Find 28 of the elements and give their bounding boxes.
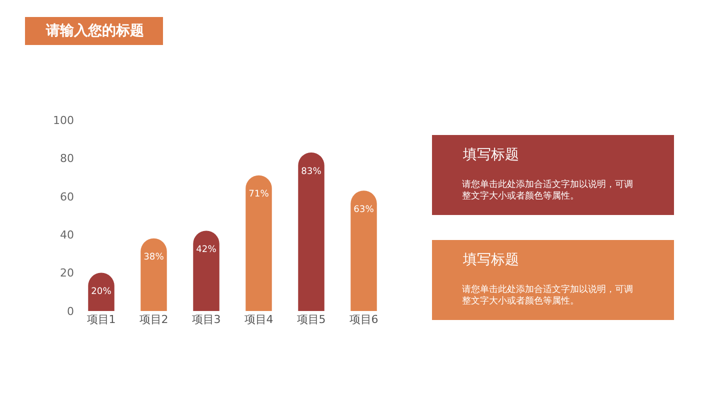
bar [140,238,167,311]
text: 请您单击此处添加合适文字加以说明，可调整文字大小或者颜色等属性。 [462,179,633,202]
y-tick-label: 100 [53,114,74,127]
x-tick-label: 项目4 [244,313,274,326]
chart-title: 请输入您的标题 [45,23,144,39]
y-tick-label: 20 [60,266,74,280]
x-tick-label: 项目1 [86,313,116,326]
x-tick-label: 项目2 [139,313,168,326]
y-tick-label: 80 [60,152,74,166]
y-tick-label: 60 [60,190,74,204]
bar [193,230,220,311]
y-tick-label: 40 [60,228,74,242]
bar [298,152,324,311]
text: 填写标题 [462,147,519,163]
x-tick-label: 项目6 [349,313,378,326]
y-tick-label: 0 [67,304,74,318]
x-tick-label: 项目3 [192,313,221,326]
text: 请您单击此处添加合适文字加以说明，可调整文字大小或者颜色等属性。 [462,284,633,307]
data-label: 20% [91,287,112,298]
data-label: 38% [144,252,164,263]
x-tick-label: 项目5 [296,313,326,326]
bar [246,175,272,311]
data-label: 63% [354,204,374,215]
text: 填写标题 [462,252,519,268]
data-label: 83% [301,166,322,177]
data-label: 42% [196,245,217,256]
bar [350,190,377,311]
data-label: 71% [248,190,270,200]
